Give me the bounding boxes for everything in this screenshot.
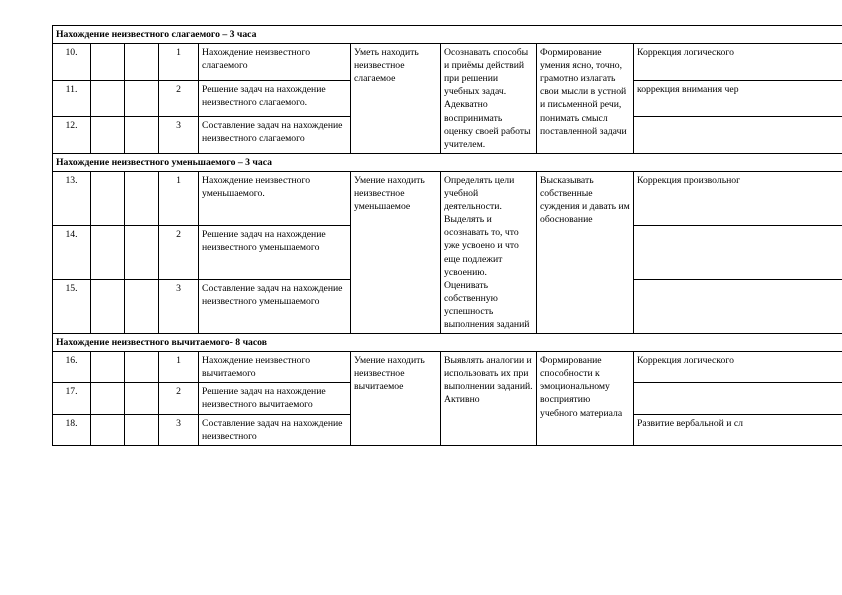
empty-cell	[91, 171, 125, 225]
section-title: Нахождение неизвестного вычитаемого- 8 ч…	[53, 334, 842, 352]
curriculum-table: Нахождение неизвестного слагаемого – 3 ч…	[52, 25, 842, 446]
empty-cell	[91, 383, 125, 414]
row-number: 13.	[53, 171, 91, 225]
empty-cell	[125, 280, 159, 334]
topic-cell: Составление задач на нахождение неизвест…	[199, 414, 351, 445]
correction-cell	[634, 383, 842, 414]
correction-cell: Коррекция произвольног	[634, 171, 842, 225]
formation-cell: Высказывать собственные суждения и дават…	[537, 171, 634, 333]
topic-cell: Решение задач на нахождение неизвестного…	[199, 80, 351, 117]
hours-cell: 3	[159, 280, 199, 334]
row-number: 16.	[53, 352, 91, 383]
table-row: 16.1Нахождение неизвестного вычитаемогоУ…	[53, 352, 842, 383]
empty-cell	[125, 352, 159, 383]
topic-cell: Нахождение неизвестного слагаемого	[199, 44, 351, 81]
empty-cell	[125, 225, 159, 279]
topic-cell: Нахождение неизвестного вычитаемого	[199, 352, 351, 383]
row-number: 10.	[53, 44, 91, 81]
correction-cell: Развитие вербальной и сл	[634, 414, 842, 445]
awareness-cell: Определять цели учебной деятельности. Вы…	[441, 171, 537, 333]
table-row: 13. 1Нахождение неизвестного уменьшаемого…	[53, 171, 842, 225]
topic-cell: Составление задач на нахождение неизвест…	[199, 117, 351, 154]
hours-cell: 2	[159, 80, 199, 117]
correction-cell: Коррекция логического	[634, 44, 842, 81]
empty-cell	[125, 414, 159, 445]
topic-cell: Решение задач на нахождение неизвестного…	[199, 225, 351, 279]
empty-cell	[125, 117, 159, 154]
empty-cell	[125, 171, 159, 225]
empty-cell	[91, 280, 125, 334]
correction-cell: коррекция внимания чер	[634, 80, 842, 117]
formation-cell: Формирование умения ясно, точно, грамотн…	[537, 44, 634, 154]
correction-cell	[634, 225, 842, 279]
empty-cell	[91, 414, 125, 445]
empty-cell	[91, 225, 125, 279]
empty-cell	[91, 352, 125, 383]
section-title: Нахождение неизвестного уменьшаемого – 3…	[53, 153, 842, 171]
hours-cell: 2	[159, 383, 199, 414]
empty-cell	[91, 80, 125, 117]
section-header-row: Нахождение неизвестного слагаемого – 3 ч…	[53, 26, 842, 44]
section-title: Нахождение неизвестного слагаемого – 3 ч…	[53, 26, 842, 44]
hours-cell: 1	[159, 352, 199, 383]
correction-cell: Коррекция логического	[634, 352, 842, 383]
empty-cell	[125, 80, 159, 117]
section-header-row: Нахождение неизвестного уменьшаемого – 3…	[53, 153, 842, 171]
row-number: 12.	[53, 117, 91, 154]
hours-cell: 1	[159, 44, 199, 81]
skill-cell: Умение находить неизвестное уменьшаемое	[351, 171, 441, 333]
hours-cell: 3	[159, 414, 199, 445]
table-row: 10.1Нахождение неизвестного слагаемогоУм…	[53, 44, 842, 81]
hours-cell: 3	[159, 117, 199, 154]
awareness-cell: Осознавать способы и приёмы действий при…	[441, 44, 537, 154]
topic-cell: Составление задач на нахождение неизвест…	[199, 280, 351, 334]
empty-cell	[91, 44, 125, 81]
row-number: 18.	[53, 414, 91, 445]
row-number: 17.	[53, 383, 91, 414]
skill-cell: Умение находить неизвестное вычитаемое	[351, 352, 441, 446]
empty-cell	[91, 117, 125, 154]
skill-cell: Уметь находить неизвестное слагаемое	[351, 44, 441, 154]
correction-cell	[634, 280, 842, 334]
formation-cell: Формирование способности к эмоциональном…	[537, 352, 634, 446]
hours-cell: 2	[159, 225, 199, 279]
row-number: 14.	[53, 225, 91, 279]
topic-cell: Решение задач на нахождение неизвестного…	[199, 383, 351, 414]
row-number: 15.	[53, 280, 91, 334]
hours-cell: 1	[159, 171, 199, 225]
empty-cell	[125, 383, 159, 414]
empty-cell	[125, 44, 159, 81]
correction-cell	[634, 117, 842, 154]
topic-cell: Нахождение неизвестного уменьшаемого.	[199, 171, 351, 225]
awareness-cell: Выявлять аналогии и использовать их при …	[441, 352, 537, 446]
section-header-row: Нахождение неизвестного вычитаемого- 8 ч…	[53, 334, 842, 352]
row-number: 11.	[53, 80, 91, 117]
